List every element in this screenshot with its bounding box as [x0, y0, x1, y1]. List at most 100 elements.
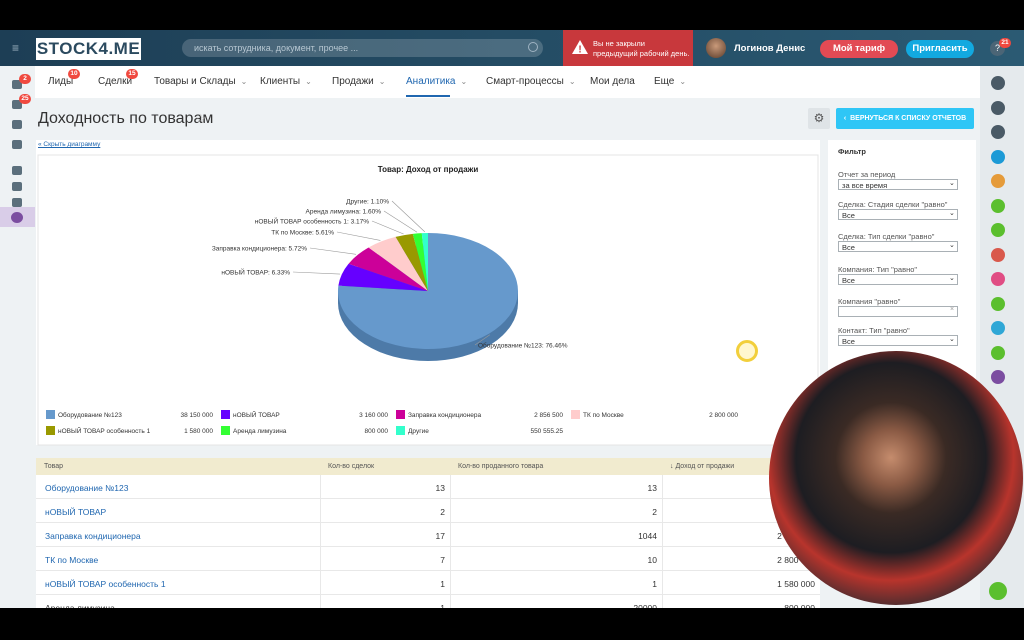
right-sidebar-icon[interactable] [991, 247, 1005, 262]
col-line [320, 523, 321, 547]
right-sidebar-icon[interactable] [991, 76, 1005, 90]
legend-amount: 1 580 000 [184, 428, 213, 435]
right-sidebar-icon[interactable] [991, 296, 1005, 311]
column-header[interactable]: Товар [44, 463, 64, 470]
settings-button[interactable]: ⚙ [808, 108, 830, 129]
filter-select[interactable]: за все время [838, 179, 958, 190]
search[interactable]: искать сотрудника, документ, прочее ... [182, 39, 543, 57]
pie-slice [348, 247, 428, 291]
filter-label: Сделка: Стадия сделки "равно" [838, 200, 948, 209]
filter-select[interactable]: Все [838, 241, 958, 252]
hide-chart-link[interactable]: « Скрыть диаграмму [38, 141, 101, 148]
slice-label: ТК по Москве: 5.61% [271, 230, 334, 237]
right-sidebar-icon[interactable] [991, 100, 1005, 115]
phone-icon[interactable] [989, 582, 1007, 600]
right-sidebar-icon[interactable] [991, 321, 1005, 335]
sidebar-icon[interactable] [12, 198, 22, 207]
col-line [450, 475, 451, 499]
avatar[interactable] [706, 38, 726, 58]
table-number: 800 000 [784, 603, 815, 608]
menu-icon[interactable]: ≡ [12, 41, 20, 55]
table-link[interactable]: Аренда лимузина [45, 603, 115, 608]
table-link[interactable]: нОВЫЙ ТОВАР особенность 1 [45, 579, 166, 589]
right-sidebar-icon[interactable] [991, 272, 1005, 286]
nav: Лиды 10 Сделки 15 Товары и Склады ⌄ Клиенты ⌄ Пр… [35, 66, 980, 98]
right-sidebar-icon[interactable] [991, 198, 1005, 213]
table-number: 1 [440, 579, 445, 589]
nav-item[interactable]: Лиды [48, 76, 73, 87]
col-line [450, 499, 451, 523]
tariff-button[interactable]: Мой тариф [820, 40, 898, 58]
table-number: 1044 [638, 531, 657, 541]
invite-button[interactable]: Пригласить [906, 40, 974, 58]
sidebar-icon[interactable] [12, 182, 22, 191]
nav-chevron: ⌄ [460, 77, 468, 86]
nav-label: Аналитика [406, 76, 456, 87]
nav-item[interactable]: Товары и Склады ⌄ [154, 76, 247, 87]
filter-label: Отчет за период [838, 170, 896, 179]
right-sidebar-icon[interactable] [991, 125, 1005, 139]
legend-swatch [46, 426, 55, 435]
filter-title: Фильтр [838, 147, 866, 156]
col-line [450, 595, 451, 608]
nav-label: Клиенты [260, 76, 301, 87]
sidebar-icon[interactable] [12, 100, 22, 109]
legend-amount: 38 150 000 [180, 412, 213, 419]
table-link[interactable]: Заправка кондиционера [45, 531, 141, 541]
table-link[interactable]: нОВЫЙ ТОВАР [45, 507, 107, 517]
right-sidebar-icon[interactable] [991, 370, 1005, 384]
nav-item[interactable]: Продажи ⌄ [332, 76, 385, 87]
filter-select[interactable]: Все [838, 274, 958, 285]
star[interactable]: ☆ [195, 111, 207, 126]
table-link[interactable]: ТК по Москве [45, 555, 99, 565]
nav-item[interactable]: Смарт-процессы ⌄ [486, 76, 576, 87]
leader-line [371, 220, 404, 235]
sidebar-icon[interactable] [12, 80, 22, 89]
nav-item[interactable]: Аналитика ⌄ [406, 76, 467, 87]
warning[interactable]: ! Вы не закрыли предыдущий рабочий день. [563, 30, 693, 66]
nav-item[interactable]: Клиенты ⌄ [260, 76, 312, 87]
chart-title: Товар: Доход от продажи [378, 165, 479, 174]
clear-x: × [950, 306, 955, 313]
table-link[interactable]: Оборудование №123 [45, 483, 129, 493]
leader-line [292, 271, 341, 275]
right-sidebar-icon[interactable] [991, 149, 1005, 164]
leader-line [391, 200, 426, 233]
sidebar-icon[interactable] [12, 140, 22, 149]
search-icon [528, 42, 538, 52]
table-number: 20000 [633, 603, 657, 608]
back-button[interactable]: ‹ ВЕРНУТЬСЯ К СПИСКУ ОТЧЕТОВ [836, 108, 974, 129]
user-name[interactable]: Логинов Денис [734, 43, 806, 54]
column-header[interactable]: Кол-во проданного товара [458, 463, 544, 470]
row-line [36, 522, 820, 523]
legend-amount: 550 555.25 [530, 428, 563, 435]
right-sidebar-icon[interactable] [991, 223, 1005, 237]
right-sidebar-icon[interactable] [991, 345, 1005, 360]
slice-label: нОВЫЙ ТОВАР: 6.33% [221, 268, 290, 277]
nav-item[interactable]: Мои дела [590, 76, 635, 87]
nav-label: Продажи [332, 76, 374, 87]
table-header [36, 458, 820, 475]
filter-input[interactable] [838, 306, 958, 317]
sidebar-icon[interactable] [12, 166, 22, 175]
pie-slice [412, 233, 428, 291]
pie-slice [337, 233, 518, 349]
column-header[interactable]: Кол-во сделок [328, 463, 375, 470]
col-line [450, 571, 451, 595]
legend-swatch [221, 426, 230, 435]
logo[interactable]: STOCK4.ME [36, 38, 141, 60]
legend-label: Аренда лимузина [233, 428, 287, 435]
nav-label: Еще [654, 76, 675, 87]
sidebar-icon[interactable] [12, 120, 22, 129]
right-sidebar-icon[interactable] [991, 174, 1005, 188]
nav-item[interactable]: Еще ⌄ [654, 76, 686, 87]
filter-select[interactable]: Все [838, 209, 958, 220]
warning-line: предыдущий рабочий день. [593, 49, 690, 58]
nav-item[interactable]: Сделки [98, 76, 132, 87]
slice-label: Аренда лимузина: 1.60% [306, 209, 382, 216]
column-header[interactable]: ↓ Доход от продажи [670, 463, 735, 470]
filter-select[interactable]: Все [838, 335, 958, 346]
warning-line: Вы не закрыли [593, 39, 645, 48]
nav-chevron: ⌄ [679, 77, 687, 86]
nav-label: Сделки [98, 76, 133, 87]
